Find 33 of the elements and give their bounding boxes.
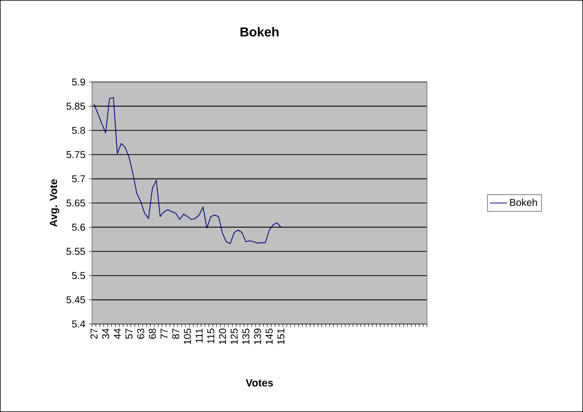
x-tick-label: 111 [196, 328, 203, 343]
y-tick-label: 5.7 [72, 175, 85, 182]
chart-title: Bokeh [240, 26, 278, 36]
y-tick-label: 5.9 [72, 78, 86, 86]
x-tick-label: 63 [137, 328, 144, 339]
y-tick-label: 5.85 [66, 102, 86, 110]
x-tick-label: 105 [184, 328, 191, 344]
x-tick-label: 34 [102, 328, 110, 339]
x-tick-label: 57 [126, 328, 132, 339]
x-tick-label: 115 [207, 328, 214, 344]
y-tick-label: 5.8 [72, 126, 86, 134]
x-tick-label: 87 [172, 328, 180, 339]
y-tick-label: 5.6 [72, 224, 86, 231]
legend-label: Bokeh [510, 198, 537, 206]
x-tick-label: 27 [90, 328, 98, 339]
x-tick-label: 77 [160, 328, 168, 339]
x-tick-label: 44 [114, 328, 121, 340]
x-tick-label: 125 [230, 328, 238, 344]
x-tick-label: 68 [148, 328, 156, 339]
x-tick-label: 120 [218, 328, 226, 344]
x-tick-label: 135 [242, 328, 250, 344]
y-axis-title: Avg. Vote [50, 179, 60, 227]
y-tick-label: 5.45 [66, 296, 86, 304]
x-tick-label: 139 [254, 328, 262, 344]
x-axis-title: Votes [246, 379, 273, 386]
y-tick-label: 5.75 [66, 151, 86, 158]
y-tick-label: 5.55 [66, 248, 86, 255]
x-tick-label: 145 [266, 328, 273, 344]
x-tick-label: 151 [277, 328, 284, 344]
y-tick-label: 5.65 [66, 199, 86, 207]
line-series [94, 97, 282, 244]
y-tick-label: 5.5 [72, 272, 86, 280]
y-tick-label: 5.4 [72, 320, 86, 328]
